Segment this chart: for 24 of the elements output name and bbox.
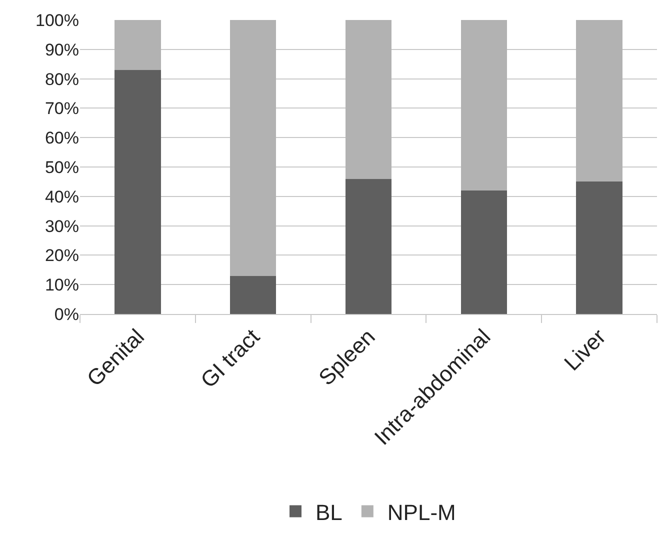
y-tick-label: 90% — [44, 40, 79, 60]
y-tick-label: 70% — [44, 99, 79, 118]
y-tick-label: 50% — [44, 158, 79, 177]
bar — [114, 20, 161, 70]
bar — [576, 20, 622, 182]
bar — [230, 20, 276, 276]
y-tick-label: 10% — [44, 276, 79, 295]
y-tick-label: 100% — [36, 10, 79, 30]
bar — [460, 20, 507, 191]
y-tick-label: 80% — [44, 70, 79, 89]
y-tick-label: 0% — [54, 304, 79, 324]
y-tick-label: 40% — [44, 187, 79, 206]
x-tick-label: GI tract — [196, 324, 264, 393]
bar — [460, 190, 507, 314]
y-tick-label: 60% — [44, 128, 79, 148]
bar — [230, 276, 276, 314]
legend-label: BL — [316, 500, 342, 525]
legend-label: NPL-M — [387, 500, 456, 525]
y-tick-label: 30% — [44, 216, 79, 236]
bar — [114, 70, 161, 314]
bar — [345, 178, 392, 314]
bar — [345, 20, 392, 179]
bar — [576, 182, 622, 314]
y-tick-label: 20% — [44, 246, 79, 266]
